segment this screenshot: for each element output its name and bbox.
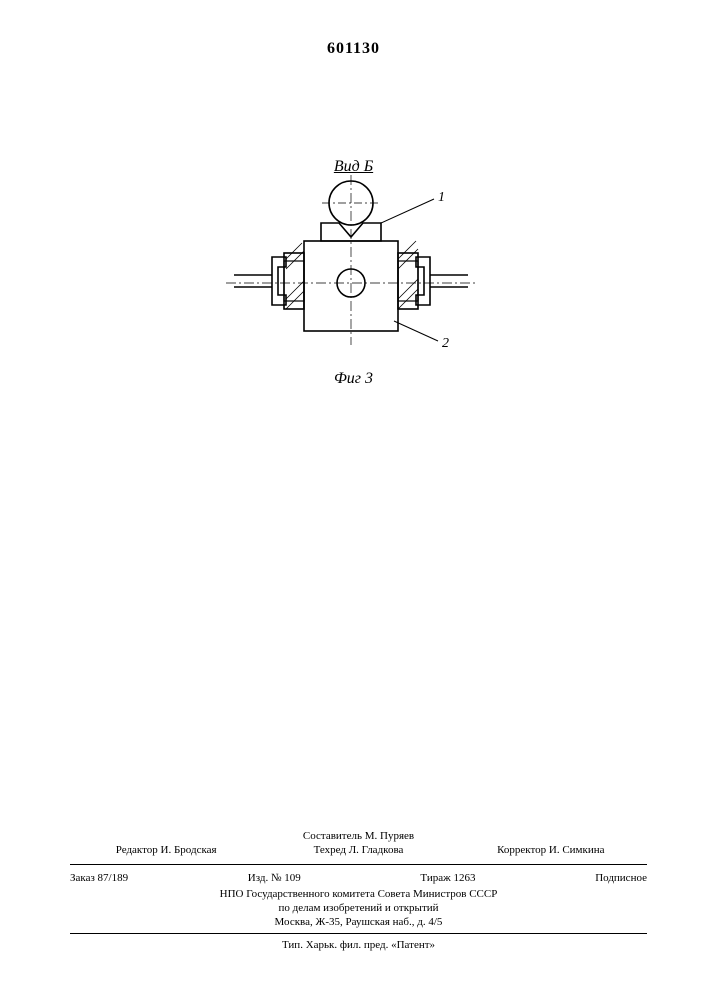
figure-3: 1 2 <box>226 175 476 365</box>
callout-1: 1 <box>438 190 445 205</box>
order-number: Заказ 87/189 <box>70 871 128 885</box>
edition-number: Изд. № 109 <box>248 871 301 885</box>
editor-credit: Редактор И. Бродская <box>70 843 262 857</box>
document-number: 601130 <box>0 40 707 58</box>
corrector-credit: Корректор И. Симкина <box>455 843 647 857</box>
publisher-line2: по делам изобретений и открытий <box>70 901 647 915</box>
view-label: Вид Б <box>0 158 707 176</box>
footer-block: Составитель М. Пуряев Редактор И. Бродск… <box>70 829 647 952</box>
figure-caption: Фиг 3 <box>0 370 707 388</box>
techred-credit: Техред Л. Гладкова <box>262 843 454 857</box>
signed-label: Подписное <box>595 871 647 885</box>
tirazh-number: Тираж 1263 <box>420 871 475 885</box>
printer-line: Тип. Харьк. фил. пред. «Патент» <box>70 938 647 952</box>
callout-2: 2 <box>442 336 449 351</box>
compiler-credit: Составитель М. Пуряев <box>70 829 647 843</box>
publisher-line1: НПО Государственного комитета Совета Мин… <box>70 887 647 901</box>
publisher-line3: Москва, Ж-35, Раушская наб., д. 4/5 <box>70 915 647 929</box>
